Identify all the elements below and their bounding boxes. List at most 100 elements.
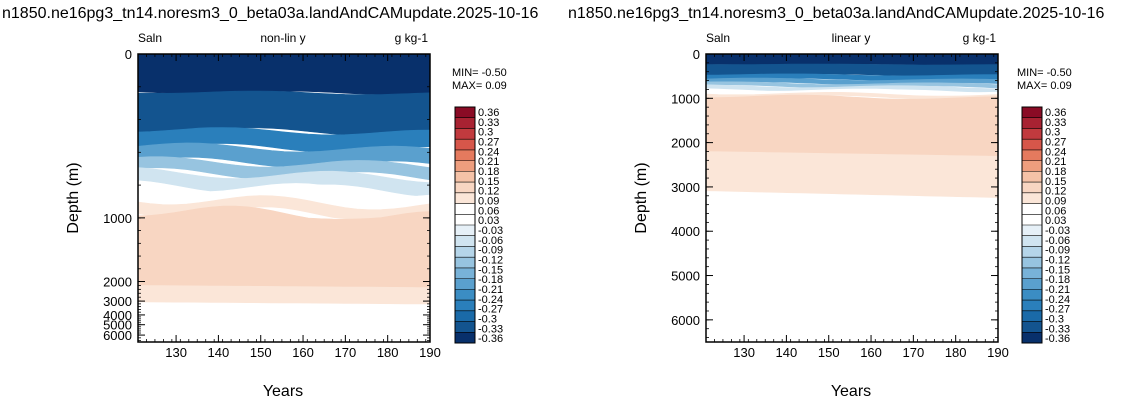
x-tick-label: 190	[987, 345, 1009, 360]
colorbar-label: 0.09	[478, 195, 499, 207]
colorbar-swatch	[455, 192, 475, 205]
panel2-units-label: g kg-1	[963, 31, 997, 45]
colorbar-frame	[1021, 106, 1043, 344]
colorbar-swatch	[1022, 214, 1042, 226]
colorbar-swatch	[1022, 321, 1042, 333]
panel-nonlinear: n1850.ne16pg3_tn14.noresm3_0_beta03a.lan…	[2, 5, 539, 400]
colorbar-label: 0.24	[478, 146, 499, 158]
colorbar-label: 0.33	[478, 117, 499, 129]
colorbar-label: 0.36	[478, 107, 499, 119]
colorbar-label: 0.06	[478, 205, 499, 217]
panel2-colorbar: 0.360.330.30.270.240.210.180.150.120.090…	[1021, 106, 1070, 345]
colorbar-swatch	[1022, 300, 1042, 312]
colorbar-swatch	[455, 203, 475, 215]
colorbar-label: 0.3	[1045, 127, 1060, 139]
x-tick-label: 130	[165, 345, 187, 360]
plot-frame	[137, 53, 431, 343]
colorbar-swatch	[455, 246, 475, 258]
colorbar-label: -0.15	[1045, 264, 1070, 276]
colorbar-swatch	[1022, 128, 1042, 140]
colorbar-swatch	[455, 214, 475, 226]
colorbar-swatch	[455, 300, 475, 312]
colorbar-label: -0.06	[478, 235, 503, 247]
panel2-axes: 130 140 150 160 170 180 190 0 1000 2000 3000 4000 50…	[671, 47, 1009, 360]
colorbar-swatch	[455, 107, 475, 119]
x-tick-label: 140	[776, 345, 798, 360]
x-tick-label: 160	[292, 345, 314, 360]
colorbar-label: -0.15	[478, 264, 503, 276]
panel1-scale-label: non-lin y	[260, 31, 305, 45]
y-tick-label: 1000	[103, 211, 132, 226]
colorbar-label: 0.36	[1045, 107, 1066, 119]
colorbar-label: 0.18	[478, 166, 499, 178]
colorbar-label: -0.09	[1045, 245, 1070, 257]
colorbar-label: -0.24	[478, 294, 503, 306]
y-tick-label: 3000	[671, 180, 700, 195]
x-tick-label: 190	[419, 345, 441, 360]
y-tick-label: 6000	[671, 313, 700, 328]
colorbar-swatch	[455, 321, 475, 333]
colorbar-label: -0.27	[478, 304, 503, 316]
colorbar-label: -0.12	[478, 254, 503, 266]
colorbar-swatch	[455, 289, 475, 301]
y-tick-label: 1000	[671, 91, 700, 106]
colorbar-label: 0.03	[478, 215, 499, 227]
colorbar-swatch	[455, 225, 475, 237]
contour-band	[137, 90, 431, 136]
panel1-max-text: MAX= 0.09	[452, 80, 507, 92]
colorbar-label: -0.21	[1045, 284, 1070, 296]
y-tick-label: 0	[693, 47, 700, 62]
y-tick-label: 5000	[671, 269, 700, 284]
colorbar-label: -0.18	[1045, 274, 1070, 286]
y-tick-label: 2000	[671, 136, 700, 151]
contour-band	[137, 53, 431, 96]
contour-band	[705, 53, 999, 66]
colorbar-swatch	[455, 149, 475, 162]
panel1-units-label: g kg-1	[395, 31, 429, 45]
x-tick-label: 140	[208, 345, 230, 360]
x-tick-label: 150	[250, 345, 272, 360]
colorbar-swatch	[1022, 246, 1042, 258]
colorbar-swatch	[1022, 257, 1042, 269]
panel2-max-text: MAX= 0.09	[1017, 80, 1072, 92]
colorbar-swatch	[1022, 225, 1042, 237]
colorbar-label: -0.3	[478, 313, 497, 325]
colorbar-label: -0.09	[478, 245, 503, 257]
colorbar-label: -0.24	[1045, 294, 1070, 306]
panel2-x-axis-label: Years	[831, 383, 871, 400]
colorbar-label: -0.3	[1045, 313, 1064, 325]
colorbar-label: 0.21	[1045, 156, 1066, 168]
colorbar-label: 0.3	[478, 127, 493, 139]
x-tick-label: 160	[860, 345, 882, 360]
x-tick-label: 180	[377, 345, 399, 360]
colorbar-swatch	[1022, 117, 1042, 129]
y-tick-label: 2000	[103, 275, 132, 290]
contour-band	[705, 151, 999, 199]
colorbar-swatch	[1022, 332, 1042, 344]
colorbar-swatch	[1022, 267, 1042, 280]
colorbar-swatch	[455, 257, 475, 269]
panel1-plot-area	[137, 53, 431, 343]
colorbar-swatch	[455, 171, 475, 183]
y-tick-label: 5000	[103, 318, 132, 333]
plot-frame	[705, 53, 999, 343]
colorbar-swatch	[1022, 203, 1042, 215]
colorbar-label: 0.06	[1045, 205, 1066, 217]
colorbar-swatch	[1022, 289, 1042, 301]
colorbar-label: 0.15	[478, 176, 499, 188]
colorbar-label: -0.33	[478, 323, 503, 335]
colorbar-label: -0.36	[478, 333, 503, 345]
colorbar-swatch	[1022, 235, 1042, 247]
panel1-colorbar: 0.360.330.30.270.240.210.180.150.120.090…	[454, 106, 503, 345]
panel1-title: n1850.ne16pg3_tn14.noresm3_0_beta03a.lan…	[2, 5, 539, 22]
colorbar-label: -0.36	[1045, 333, 1070, 345]
contour-band	[705, 94, 999, 157]
colorbar-label: -0.18	[478, 274, 503, 286]
colorbar-label: 0.24	[1045, 146, 1066, 158]
colorbar-swatch	[1022, 310, 1042, 323]
colorbar-swatch	[1022, 192, 1042, 205]
panel1-y-axis-label: Depth (m)	[65, 162, 82, 233]
y-tick-label: 4000	[671, 224, 700, 239]
colorbar-swatch	[455, 182, 475, 194]
